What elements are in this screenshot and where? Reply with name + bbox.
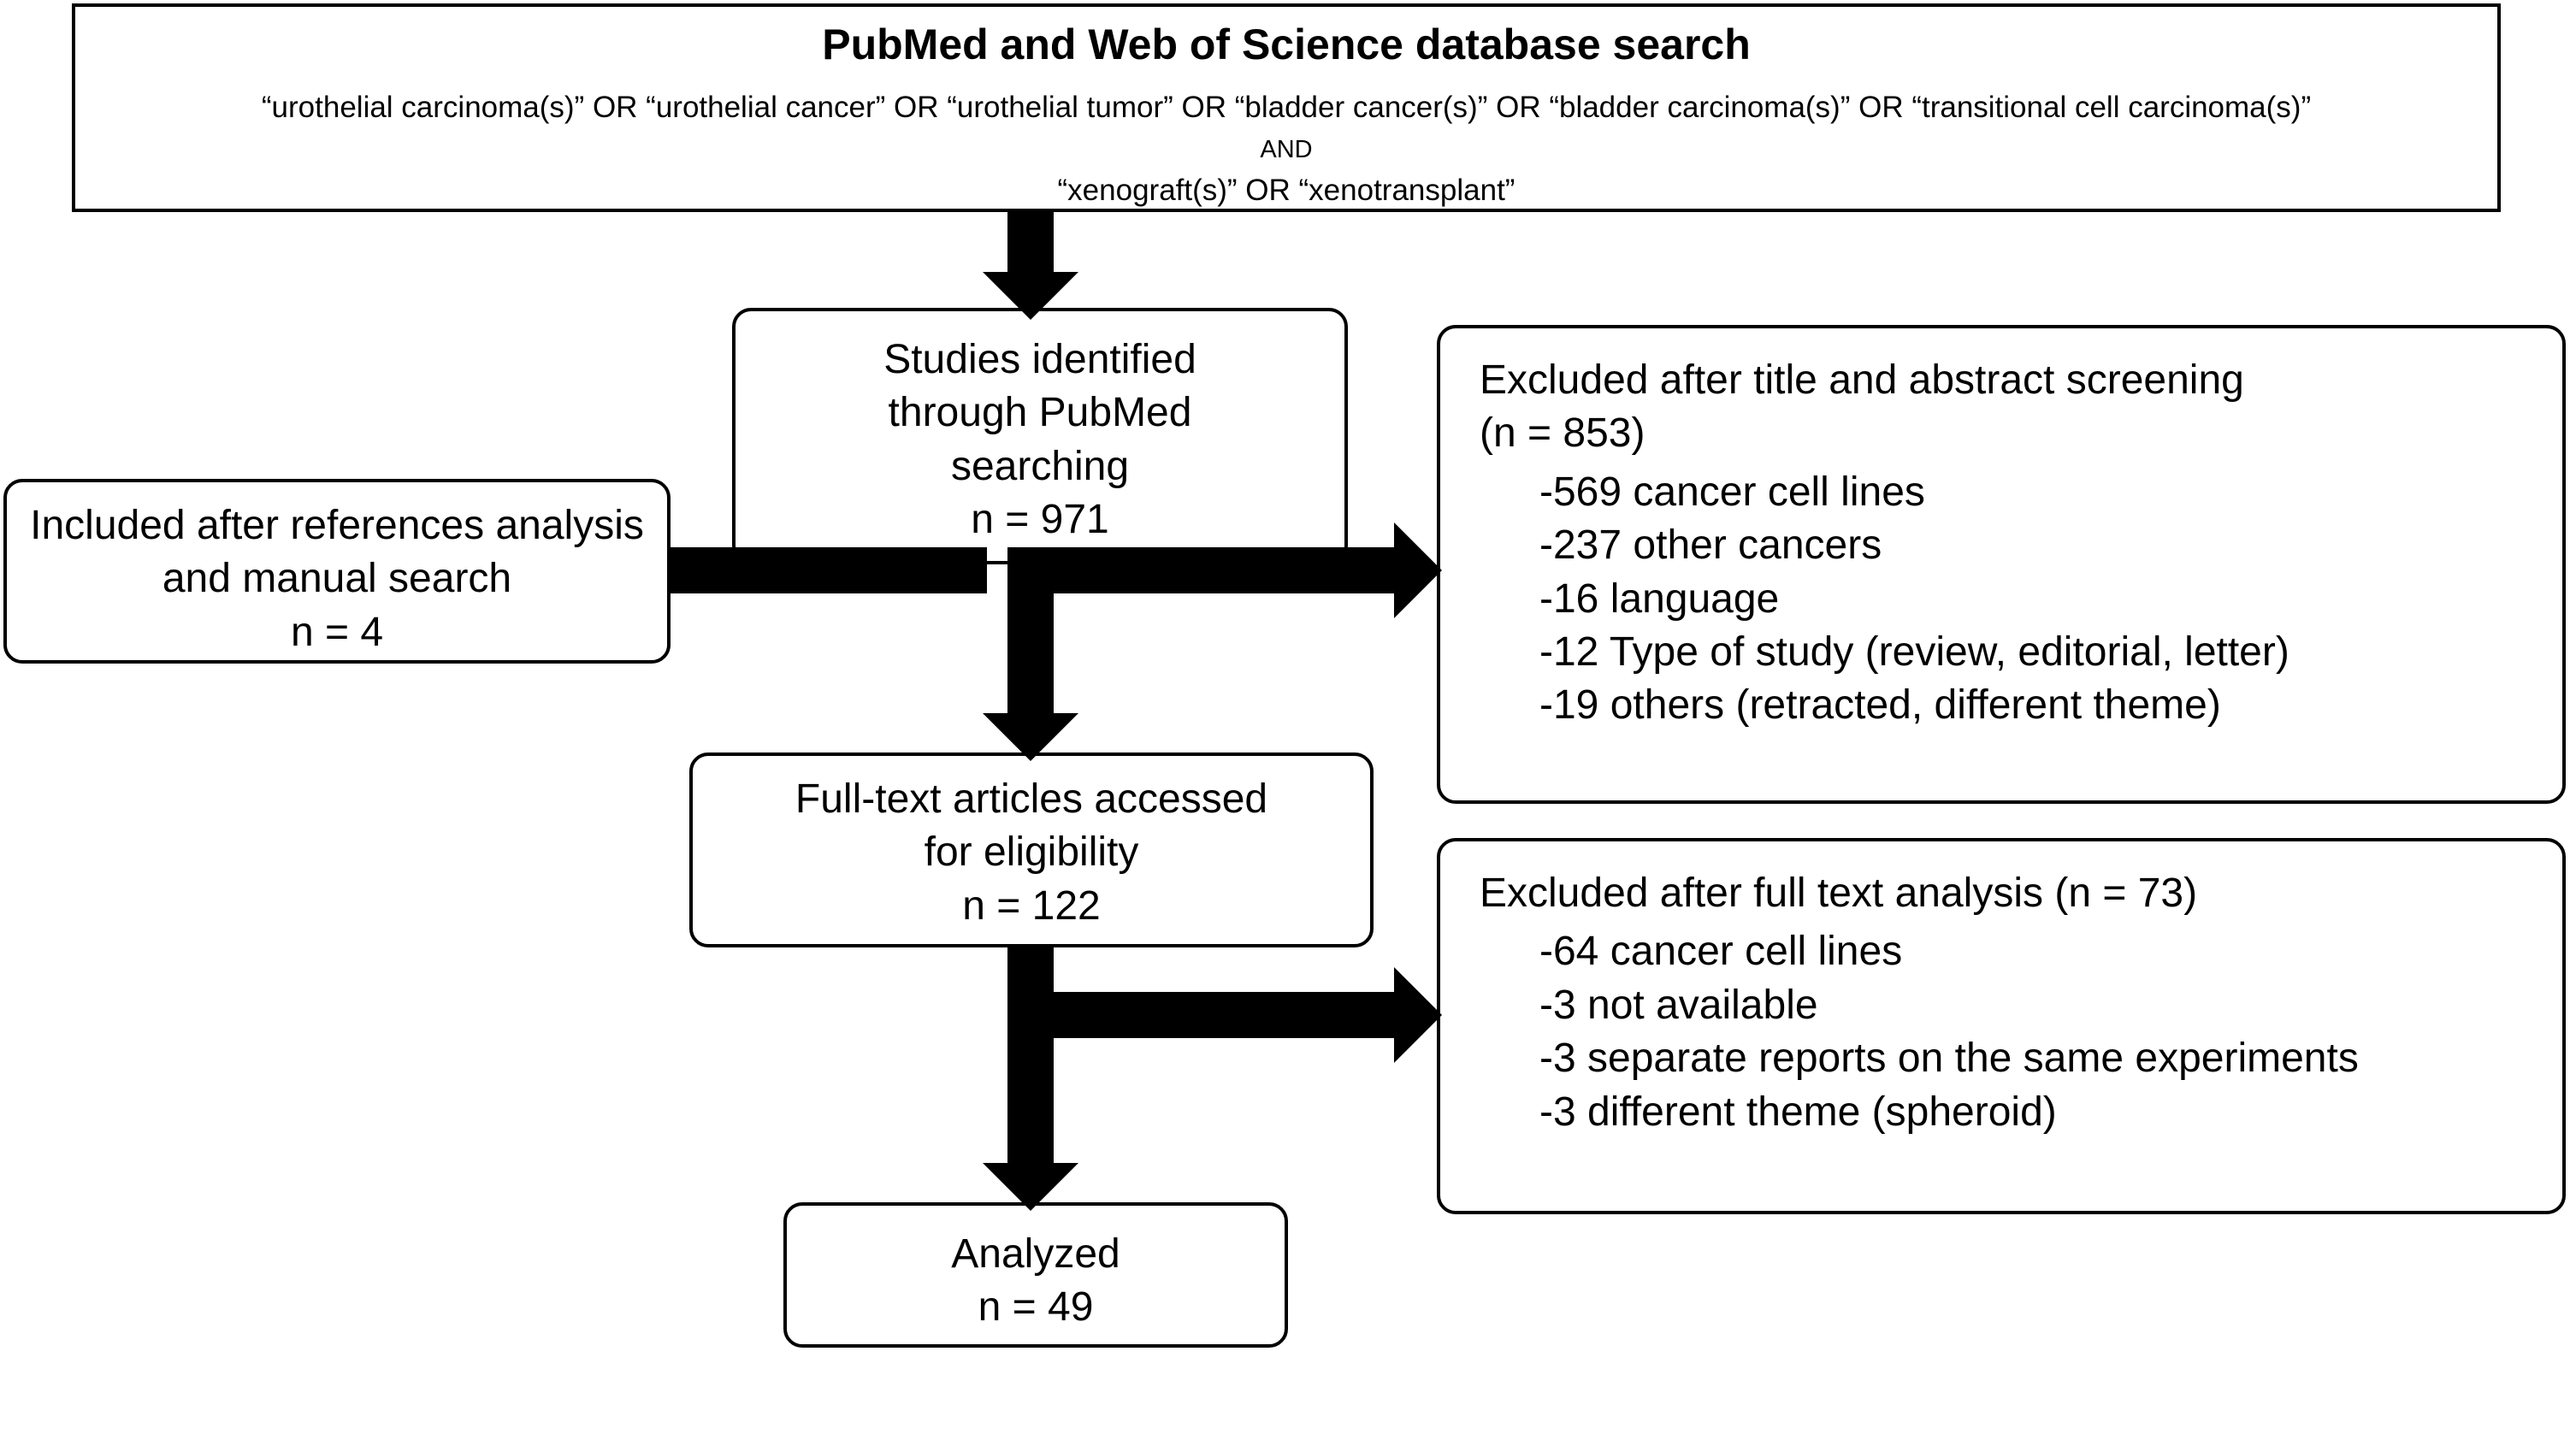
search-query1: “urothelial carcinoma(s)” OR “urothelial… [75, 73, 2497, 127]
identified-box: Studies identifiedthrough PubMedsearchin… [732, 308, 1348, 564]
fulltext-box: Full-text articles accessedfor eligibili… [689, 752, 1374, 947]
included_manual-box: Included after references analysisand ma… [3, 479, 671, 664]
identified-l4: n = 971 [761, 493, 1319, 546]
fulltext-l3: n = 122 [718, 880, 1344, 933]
excluded_abstract-box: Excluded after title and abstract screen… [1437, 325, 2566, 804]
excl1-item: 237 other cancers [1539, 519, 2533, 572]
arrow-head-down-icon [983, 713, 1078, 761]
excl1-item: 569 cancer cell lines [1539, 466, 2533, 519]
excluded_fulltext-box: Excluded after full text analysis (n = 7… [1437, 838, 2566, 1214]
arrow-shaft [1054, 992, 1396, 1038]
excl1-item: 19 others (retracted, different theme) [1539, 679, 2533, 732]
search-and: AND [75, 127, 2497, 167]
arrow-shaft [1007, 547, 1054, 715]
excl2-item: 3 not available [1539, 979, 2533, 1032]
fulltext-l2: for eligibility [718, 826, 1344, 879]
excl1-title: Excluded after title and abstract screen… [1480, 354, 2533, 407]
excl1-item: 16 language [1539, 573, 2533, 626]
analyzed-l1: Analyzed [812, 1228, 1259, 1281]
identified-l2: through PubMed [761, 387, 1319, 440]
fulltext-l1: Full-text articles accessed [718, 773, 1344, 826]
search-query2: “xenograft(s)” OR “xenotransplant” [75, 166, 2497, 210]
search-box: PubMed and Web of Science database searc… [72, 3, 2501, 212]
excl2-item: 64 cancer cell lines [1539, 925, 2533, 978]
arrow-shaft [1007, 212, 1054, 274]
arrow-head-right-icon [1394, 967, 1442, 1063]
identified-l3: searching [761, 440, 1319, 493]
identified-l1: Studies identified [761, 333, 1319, 387]
analyzed-box: Analyzedn = 49 [783, 1202, 1288, 1348]
arrow-shaft [1054, 547, 1396, 593]
arrow-head-down-icon [983, 272, 1078, 320]
excl1-subtitle: (n = 853) [1480, 407, 2533, 460]
excl2-title: Excluded after full text analysis (n = 7… [1480, 867, 2533, 920]
flowchart-canvas: PubMed and Web of Science database searc… [0, 0, 2576, 1440]
excl2-item: 3 separate reports on the same experimen… [1539, 1032, 2533, 1085]
excl1-item: 12 Type of study (review, editorial, let… [1539, 626, 2533, 679]
arrow-head-down-icon [983, 1163, 1078, 1211]
excl2-item: 3 different theme (spheroid) [1539, 1086, 2533, 1139]
search-title: PubMed and Web of Science database searc… [75, 7, 2497, 73]
arrow-shaft [1007, 992, 1054, 1165]
analyzed-l2: n = 49 [812, 1281, 1259, 1334]
arrow-head-right-icon [1394, 522, 1442, 618]
included-l1: Included after references analysis [22, 499, 652, 552]
included-l2: and manual search [22, 552, 652, 605]
included-l3: n = 4 [22, 606, 652, 659]
arrow-shaft [671, 547, 987, 593]
